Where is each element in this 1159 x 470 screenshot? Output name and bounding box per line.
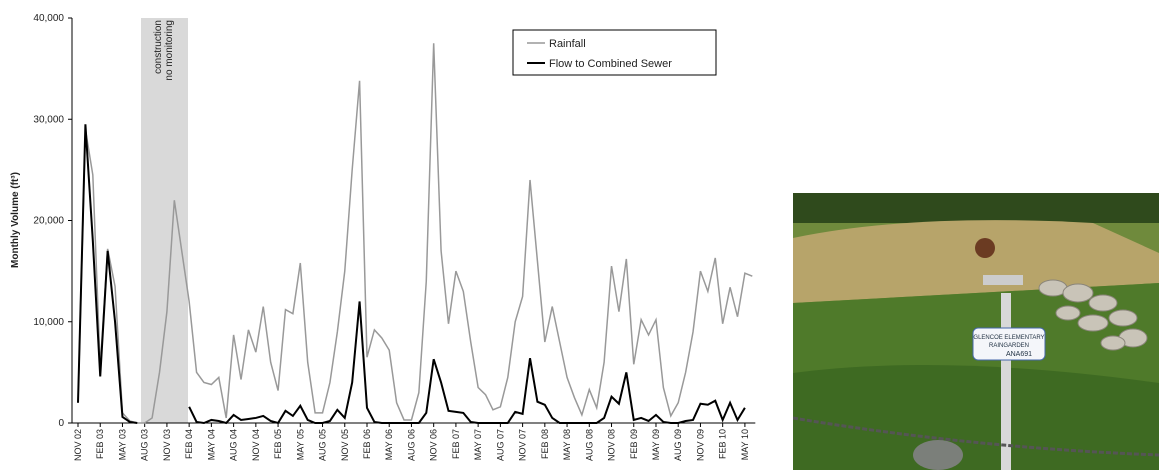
- y-tick-label: 30,000: [33, 114, 64, 125]
- x-tick-label: FEB 10: [718, 429, 728, 459]
- x-tick-label: MAY 08: [562, 429, 572, 460]
- curb: [983, 275, 1023, 285]
- x-tick-label: AUG 04: [229, 429, 239, 461]
- grass-front: [793, 365, 1159, 470]
- y-tick-label: 10,000: [33, 317, 64, 328]
- x-tick-label: MAY 05: [295, 429, 305, 460]
- y-tick-label: 20,000: [33, 216, 64, 227]
- legend-label: Flow to Combined Sewer: [549, 58, 672, 70]
- x-tick-label: FEB 09: [629, 429, 639, 459]
- x-tick-label: NOV 02: [73, 429, 83, 461]
- x-tick-label: FEB 06: [362, 429, 372, 459]
- x-tick-label: MAY 06: [384, 429, 394, 460]
- annotation: construction: [153, 20, 164, 74]
- page: construction no monitoring Monthly Volum…: [0, 0, 1159, 470]
- series-line: [78, 124, 137, 423]
- x-tick-label: MAY 04: [206, 429, 216, 460]
- x-tick-label: FEB 03: [95, 429, 105, 459]
- pipe: [913, 440, 963, 470]
- x-tick-label: FEB 08: [540, 429, 550, 459]
- x-tick-label: AUG 03: [140, 429, 150, 461]
- x-tick-label: NOV 05: [340, 429, 350, 461]
- y-axis-title: Monthly Volume (ft³): [10, 172, 21, 268]
- sign-text: ANA691: [1006, 351, 1032, 358]
- legend-label: Rainfall: [549, 38, 586, 50]
- x-tick-label: AUG 08: [584, 429, 594, 461]
- x-tick-label: NOV 09: [695, 429, 705, 461]
- x-tick-label: AUG 05: [318, 429, 328, 461]
- x-tick-label: AUG 07: [495, 429, 505, 461]
- x-tick-label: NOV 06: [429, 429, 439, 461]
- y-tick-label: 40,000: [33, 13, 64, 24]
- y-tick-label: 0: [58, 418, 64, 429]
- trees: [793, 193, 1159, 223]
- chart: construction no monitoring Monthly Volum…: [0, 0, 780, 470]
- x-tick-label: FEB 04: [184, 429, 194, 459]
- x-tick-label: MAY 03: [117, 429, 127, 460]
- drain: [975, 238, 995, 258]
- x-tick-label: FEB 05: [273, 429, 283, 459]
- x-tick-label: MAY 09: [651, 429, 661, 460]
- x-tick-label: NOV 03: [162, 429, 172, 461]
- x-tick-label: AUG 09: [673, 429, 683, 461]
- x-tick-label: NOV 04: [251, 429, 261, 461]
- annotation: no monitoring: [164, 20, 175, 81]
- photo: GLENCOE ELEMENTARY RAINGARDEN ANA691: [793, 193, 1159, 470]
- x-tick-label: NOV 08: [607, 429, 617, 461]
- x-tick-label: MAY 10: [740, 429, 750, 460]
- x-tick-label: AUG 06: [406, 429, 416, 461]
- x-tick-label: MAY 07: [473, 429, 483, 460]
- x-tick-label: NOV 07: [518, 429, 528, 461]
- sign-text: RAINGARDEN: [989, 343, 1029, 349]
- x-tick-label: FEB 07: [451, 429, 461, 459]
- sign-text: GLENCOE ELEMENTARY: [973, 335, 1044, 341]
